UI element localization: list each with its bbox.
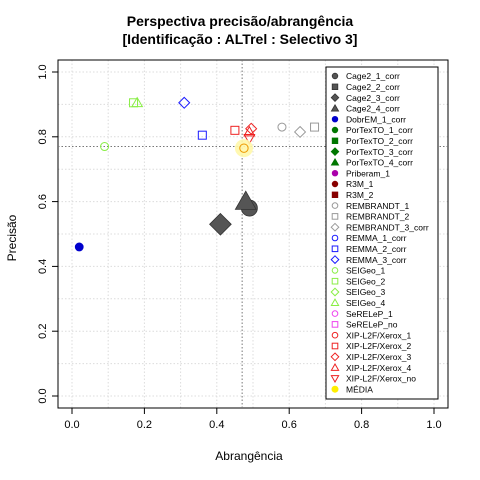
legend-label: R3M_1 <box>346 179 374 189</box>
legend-label: SEIGeo_3 <box>346 287 385 297</box>
legend-swatch <box>331 72 339 80</box>
data-point <box>243 125 256 137</box>
legend-label: Priberam_1 <box>346 168 390 178</box>
legend-label: SeRELeP_no <box>346 320 398 330</box>
x-tick-label: 0.0 <box>64 419 79 431</box>
x-tick-label: 0.4 <box>209 419 224 431</box>
legend-swatch <box>330 157 340 166</box>
legend-swatch <box>330 222 340 232</box>
legend-swatch <box>331 267 339 274</box>
y-tick-label: 0.2 <box>37 324 49 339</box>
legend-swatch <box>331 245 339 253</box>
legend-swatch <box>331 342 339 350</box>
legend-label: REMMA_1_corr <box>346 233 407 243</box>
mean-point-halo <box>234 139 253 158</box>
y-tick-label: 0.8 <box>37 129 49 144</box>
legend-swatch <box>331 115 339 123</box>
legend-swatch <box>330 103 340 112</box>
legend-label: PorTexTO_3_corr <box>346 147 413 157</box>
data-point <box>277 122 287 132</box>
x-tick-label: 1.0 <box>426 419 441 431</box>
legend-label: PorTexTO_1_corr <box>346 125 413 135</box>
y-axis-label: Precisão <box>5 214 19 262</box>
legend-label: Cage2_4_corr <box>346 104 400 114</box>
legend-label: SEIGeo_4 <box>346 298 385 308</box>
legend-swatch <box>331 126 339 134</box>
legend-label: R3M_2 <box>346 190 374 200</box>
data-point <box>197 130 207 140</box>
chart-title: Perspectiva precisão/abrangência <box>126 13 354 29</box>
legend-swatch <box>331 213 339 220</box>
legend-swatch <box>331 385 339 393</box>
legend-swatch <box>331 202 339 209</box>
data-point <box>293 125 307 139</box>
legend-label: REMMA_3_corr <box>346 255 407 265</box>
legend-swatch <box>330 255 340 265</box>
data-point <box>74 242 84 252</box>
legend-label: XIP-L2F/Xerox_4 <box>346 363 411 373</box>
legend-label: Cage2_3_corr <box>346 93 400 103</box>
legend-swatch <box>330 362 340 371</box>
legend-label: REMBRANDT_3_corr <box>346 222 429 232</box>
data-point <box>178 96 191 109</box>
axis-layer: 0.0 0.2 0.4 0.6 0.8 1.0 0.0 0.2 0.4 0.6 0.8 1.0 <box>37 59 449 431</box>
legend-swatch <box>330 352 340 362</box>
x-tick-label: 0.6 <box>282 419 297 431</box>
legend-swatch <box>330 298 340 307</box>
data-point <box>245 122 258 135</box>
legend-box <box>325 66 439 400</box>
data-points <box>74 96 320 252</box>
legend-label: XIP-L2F/Xerox_no <box>346 374 416 384</box>
data-point <box>230 125 240 135</box>
data-point <box>234 190 257 210</box>
legend-label: Cage2_2_corr <box>346 82 400 92</box>
legend-swatch <box>330 287 340 297</box>
legend-swatch <box>331 310 339 317</box>
legend-label: XIP-L2F/Xerox_1 <box>346 330 411 340</box>
legend-swatch <box>331 331 339 339</box>
y-tick-label: 1.0 <box>37 64 49 79</box>
data-point <box>243 134 256 145</box>
x-axis-label: Abrangência <box>215 449 283 463</box>
legend-swatch <box>331 277 339 285</box>
legend-label: XIP-L2F/Xerox_3 <box>346 352 411 362</box>
data-point <box>131 96 144 108</box>
legend-label: MÉDIA <box>346 384 373 394</box>
chart-subtitle: [Identificação : ALTrel : Selectivo 3] <box>122 31 358 47</box>
legend-label: SeRELeP_1 <box>346 309 393 319</box>
plot-frame <box>57 59 449 409</box>
mean-point <box>239 143 249 153</box>
legend-swatch <box>331 169 339 177</box>
y-tick-label: 0.0 <box>37 388 49 403</box>
legend-swatch <box>331 83 339 90</box>
legend-label: PorTexTO_2_corr <box>346 136 413 146</box>
legend-label: REMMA_2_corr <box>346 244 407 254</box>
legend-label: REMBRANDT_1 <box>346 201 410 211</box>
legend-label: REMBRANDT_2 <box>346 212 410 222</box>
legend-label: DobrEM_1_corr <box>346 114 406 124</box>
data-point <box>310 122 320 132</box>
legend-label: SEIGeo_1 <box>346 266 385 276</box>
y-tick-label: 0.4 <box>37 259 49 274</box>
legend-label: SEIGeo_2 <box>346 276 385 286</box>
legend-swatch <box>331 321 339 328</box>
x-tick-label: 0.2 <box>137 419 152 431</box>
legend-swatch <box>330 375 340 384</box>
legend-label: Cage2_1_corr <box>346 71 400 81</box>
data-point <box>209 212 232 236</box>
legend-swatch <box>330 147 340 156</box>
legend-label: XIP-L2F/Xerox_2 <box>346 341 411 351</box>
legend-label: PorTexTO_4_corr <box>346 158 413 168</box>
legend-swatch <box>330 93 340 102</box>
legend-swatch <box>331 234 339 242</box>
legend-swatch <box>331 180 339 188</box>
legend-swatch <box>331 191 339 198</box>
x-tick-label: 0.8 <box>354 419 369 431</box>
data-point <box>100 142 110 152</box>
legend-swatch <box>331 137 339 144</box>
y-tick-label: 0.6 <box>37 194 49 209</box>
legend: Cage2_1_corrCage2_2_corrCage2_3_corrCage… <box>325 66 439 400</box>
